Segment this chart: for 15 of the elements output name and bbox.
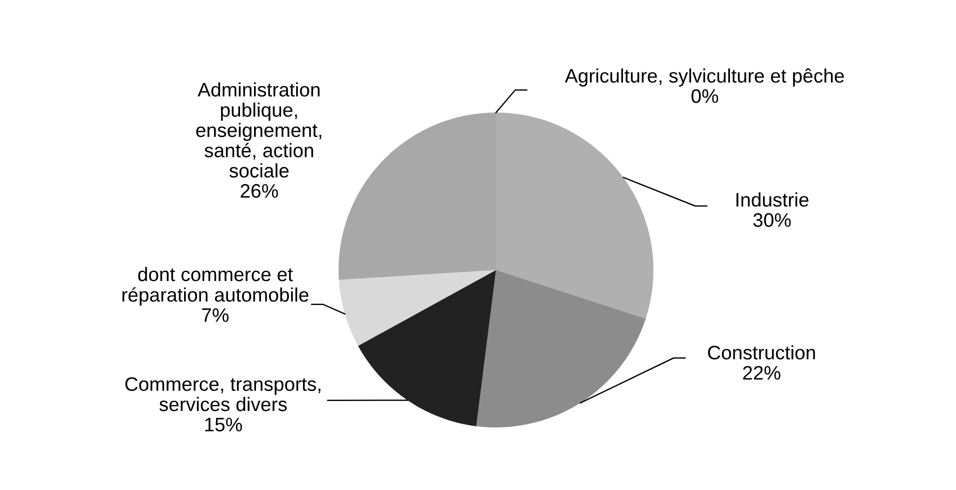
category-label: Agriculture, sylviculture et pêche xyxy=(564,68,844,87)
pie-slice xyxy=(338,270,496,346)
data-label: 30% xyxy=(753,213,791,227)
slice-label: Administration publique, enseignement, santé, action sociale xyxy=(196,82,322,178)
slice-label: dont commerce et réparation automobile xyxy=(122,266,308,306)
data-label: 26% xyxy=(240,184,278,198)
pie-slice xyxy=(358,270,496,426)
data-label: 22% xyxy=(743,366,780,380)
data-label: 15% xyxy=(205,418,242,432)
slice-label: Construction xyxy=(708,345,815,360)
data-label: 7% xyxy=(202,308,229,322)
slice-label: Commerce, transports, services divers xyxy=(125,377,320,412)
text: 0% xyxy=(692,89,718,103)
pie-slice xyxy=(476,270,646,428)
slice-label: Industrie xyxy=(736,192,808,207)
